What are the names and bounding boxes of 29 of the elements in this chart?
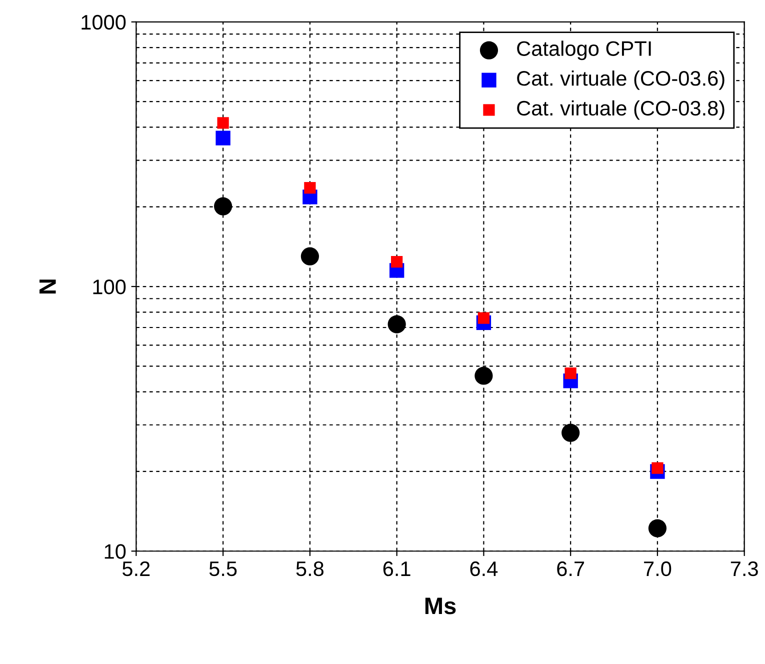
legend-label: Cat. virtuale (CO-03.6) bbox=[517, 70, 724, 90]
point bbox=[300, 247, 319, 266]
x-tick-label: 5.8 bbox=[296, 561, 324, 576]
point bbox=[216, 130, 230, 146]
y-tick-label: 10 bbox=[104, 544, 126, 559]
x-axis-title: Ms bbox=[425, 598, 456, 614]
point bbox=[304, 182, 316, 194]
point bbox=[648, 519, 667, 538]
x-tick-label: 6.1 bbox=[383, 561, 410, 576]
x-tick-label: 6.7 bbox=[557, 561, 584, 576]
y-tick-label: 100 bbox=[93, 280, 126, 294]
y-tick-label: 1000 bbox=[82, 14, 126, 30]
x-tick-label: 6.4 bbox=[470, 561, 498, 576]
point bbox=[474, 366, 493, 385]
point bbox=[214, 197, 232, 216]
point bbox=[388, 315, 406, 334]
x-tick-label: 7.0 bbox=[644, 561, 672, 576]
point bbox=[217, 117, 229, 129]
y-axis-title: N bbox=[40, 280, 56, 294]
point bbox=[562, 424, 580, 442]
legend-label: Catalogo CPTI bbox=[517, 40, 651, 60]
point bbox=[478, 312, 490, 324]
legend-label: Cat. virtuale (CO-03.8) bbox=[517, 100, 724, 120]
point bbox=[652, 462, 664, 474]
point bbox=[564, 367, 576, 380]
point bbox=[391, 256, 403, 268]
x-tick-label: 5.5 bbox=[209, 562, 237, 576]
x-tick-label: 7.3 bbox=[730, 561, 758, 576]
x-tick-label: 5.2 bbox=[122, 561, 150, 576]
